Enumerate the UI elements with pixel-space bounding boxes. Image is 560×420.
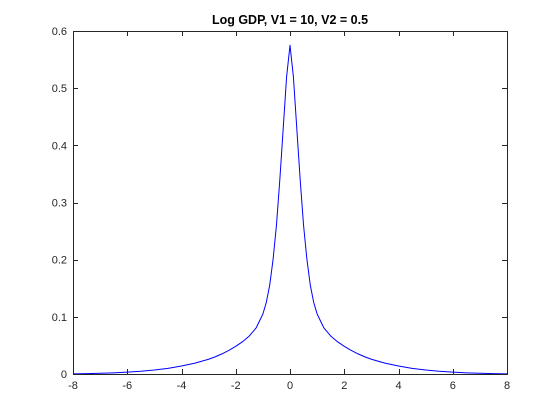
- y-tick-label: 0.5: [52, 83, 67, 95]
- x-tick-label: 0: [287, 380, 293, 392]
- x-tick-label: 4: [395, 380, 401, 392]
- x-tick-label: -6: [122, 380, 132, 392]
- plot-area: [73, 31, 507, 374]
- y-tick-label: 0.1: [52, 312, 67, 324]
- series-line-1: [72, 44, 508, 375]
- x-tick-label: 2: [341, 380, 347, 392]
- x-tick-label: -2: [231, 380, 241, 392]
- x-tick-label: -8: [68, 380, 78, 392]
- y-tick-label: 0.2: [52, 255, 67, 267]
- y-tick-label: 0.6: [52, 26, 67, 38]
- tick-layer: -8 -6 -4 -2 0 2 4 6 8 0 0.1 0.2 0.3 0.4 0.5 0.6: [52, 26, 510, 392]
- y-tick-label: 0.4: [52, 140, 67, 152]
- x-tick-label: 8: [504, 380, 510, 392]
- y-tick-label: 0: [61, 369, 67, 381]
- y-tick-label: 0.3: [52, 198, 67, 210]
- chart-title: Log GDP, V1 = 10, V2 = 0.5: [212, 13, 368, 27]
- x-tick-label: -4: [177, 380, 187, 392]
- series-layer: [72, 44, 508, 375]
- x-tick-label: 6: [450, 380, 456, 392]
